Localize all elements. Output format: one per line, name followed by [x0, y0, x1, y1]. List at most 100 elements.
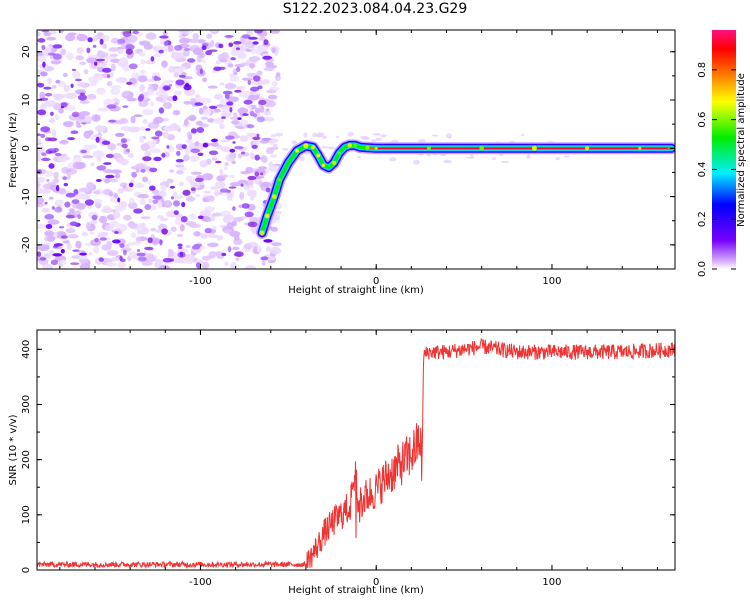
- noise-blob: [143, 43, 153, 50]
- noise-blob: [94, 237, 99, 243]
- noise-blob: [251, 144, 258, 149]
- noise-blob: [163, 30, 168, 36]
- noise-blob: [176, 150, 181, 157]
- noise-blob: [139, 85, 144, 91]
- noise-blob: [250, 196, 255, 201]
- noise-blob: [201, 261, 210, 269]
- noise-blob: [144, 59, 156, 65]
- noise-blob: [144, 246, 154, 251]
- noise-blob: [107, 119, 117, 123]
- noise-blob: [153, 53, 162, 58]
- noise-blob: [162, 85, 171, 91]
- noise-blob: [266, 89, 277, 94]
- noise-blob: [37, 186, 43, 195]
- noise-blob: [262, 55, 273, 60]
- noise-blob: [201, 59, 207, 64]
- noise-blob: [122, 31, 132, 37]
- noise-blob: [150, 101, 155, 107]
- noise-blob: [258, 99, 267, 106]
- ridge-spot: [310, 145, 315, 150]
- noise-blob: [236, 47, 240, 51]
- noise-blob: [178, 166, 188, 171]
- ridge-spot: [303, 143, 308, 148]
- noise-blob: [117, 187, 124, 194]
- noise-blob: [220, 139, 231, 143]
- noise-blob: [173, 90, 182, 96]
- noise-blob: [46, 36, 57, 41]
- noise-blob: [263, 39, 269, 46]
- noise-blob: [196, 127, 205, 133]
- noise-blob: [282, 148, 289, 151]
- noise-blob: [211, 212, 222, 217]
- noise-blob: [470, 153, 474, 159]
- noise-blob: [162, 131, 169, 139]
- noise-blob: [178, 246, 183, 250]
- noise-blob: [76, 202, 86, 210]
- noise-blob: [81, 194, 90, 199]
- noise-blob: [198, 39, 206, 44]
- noise-blob: [37, 31, 41, 37]
- noise-blob: [195, 120, 203, 126]
- noise-blob: [72, 249, 80, 252]
- noise-blob: [193, 231, 201, 237]
- noise-blob: [97, 107, 109, 112]
- noise-blob: [254, 171, 260, 177]
- noise-blob: [141, 261, 153, 266]
- noise-blob: [237, 117, 242, 120]
- noise-blob: [164, 200, 171, 207]
- top-y-tick-label-3: 0: [21, 145, 32, 151]
- noise-blob: [76, 124, 82, 128]
- noise-blob: [224, 261, 229, 267]
- noise-blob: [229, 174, 235, 179]
- noise-blob: [258, 166, 268, 170]
- noise-blob: [240, 171, 251, 175]
- noise-blob: [85, 221, 91, 230]
- noise-blob: [114, 119, 125, 125]
- noise-blob: [259, 139, 270, 144]
- ridge-spot: [353, 143, 357, 148]
- noise-blob: [178, 30, 190, 33]
- noise-blob: [37, 169, 42, 175]
- noise-blob: [166, 178, 174, 184]
- noise-blob: [41, 30, 50, 33]
- noise-blob: [183, 101, 193, 105]
- noise-blob: [83, 130, 92, 139]
- noise-blob: [139, 70, 147, 74]
- noise-blob: [197, 152, 204, 156]
- noise-blob: [194, 94, 201, 99]
- noise-blob: [106, 250, 119, 256]
- noise-blob: [45, 92, 52, 97]
- noise-blob: [83, 69, 89, 75]
- noise-blob: [225, 135, 235, 140]
- noise-blob: [247, 175, 257, 181]
- noise-blob: [93, 199, 103, 204]
- noise-blob: [263, 239, 273, 243]
- noise-blob: [65, 228, 76, 234]
- noise-blob: [151, 136, 160, 140]
- noise-blob: [119, 243, 125, 249]
- noise-blob: [270, 30, 280, 34]
- noise-blob: [78, 114, 86, 120]
- noise-blob: [207, 195, 215, 202]
- noise-blob: [152, 199, 158, 205]
- noise-blob: [226, 101, 234, 106]
- noise-blob: [204, 227, 212, 234]
- noise-blob: [256, 245, 262, 253]
- noise-blob: [43, 32, 52, 37]
- noise-blob: [144, 91, 149, 98]
- noise-blob: [237, 107, 249, 115]
- noise-blob: [142, 176, 149, 183]
- noise-blob: [221, 252, 227, 257]
- noise-blob: [183, 84, 192, 91]
- noise-blob: [173, 210, 179, 216]
- top-x-tick-label-3: 100: [542, 276, 561, 287]
- noise-blob: [156, 215, 164, 219]
- noise-blob: [52, 253, 62, 257]
- noise-blob: [155, 96, 164, 102]
- noise-blob: [146, 180, 152, 184]
- noise-blob: [221, 174, 229, 178]
- bottom-x-axis-label: Height of straight line (km): [288, 585, 424, 596]
- noise-blob: [227, 96, 240, 102]
- noise-blob: [192, 48, 204, 56]
